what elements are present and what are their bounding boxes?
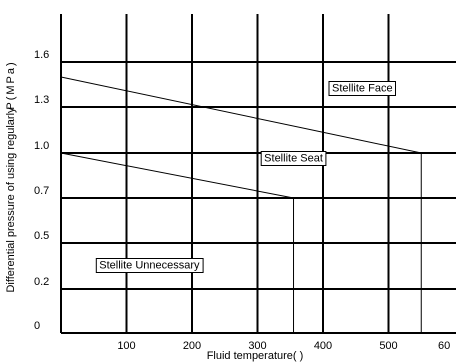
x-tick-label: 400	[314, 340, 332, 352]
region-label-text: Stellite Face	[332, 83, 393, 95]
region-labels: Stellite Face Stellite Seat Stellite Unnec…	[95, 81, 396, 273]
series-line-2	[60, 152, 294, 199]
x-tick-label: 300	[248, 340, 266, 352]
x-tick-label: 200	[183, 340, 201, 352]
x-tick-label: 500	[379, 340, 397, 352]
series-line-1	[60, 76, 422, 154]
y-tick-label: 0	[34, 320, 40, 332]
region-label-text: Stellite Seat	[264, 153, 323, 165]
region-label-box	[328, 81, 396, 96]
x-tick-labels: 100 200 300 400 500 60	[117, 340, 450, 352]
y-tick-label: 0.5	[34, 230, 49, 242]
drop-lines	[293, 153, 422, 333]
y-tick-label: 0.2	[34, 276, 49, 288]
region-label: Stellite Unnecessary	[95, 258, 204, 273]
y-axis-title: Differential pressure of using regularly	[5, 107, 17, 293]
y-tick-label: 0.7	[34, 185, 49, 197]
region-label-text: Stellite Unnecessary	[99, 259, 200, 271]
y-axis-unit: P(MPa)	[5, 60, 17, 109]
y-tick-label: 1.0	[34, 140, 49, 152]
region-label-box	[95, 258, 204, 273]
region-label: Stellite Seat	[260, 151, 327, 166]
region-label-box	[260, 151, 327, 166]
region-label: Stellite Face	[328, 81, 396, 96]
x-axis-title: Fluid temperature( )	[207, 350, 304, 362]
grid	[61, 14, 456, 333]
y-tick-label: 1.6	[34, 49, 49, 61]
series-lines	[60, 76, 422, 199]
y-tick-labels: 0 0.2 0.5 0.7 1.0 1.3 1.6	[34, 49, 49, 332]
x-tick-label: 60	[438, 340, 450, 352]
x-tick-label: 100	[117, 340, 135, 352]
y-tick-label: 1.3	[34, 94, 49, 106]
axes	[60, 14, 456, 334]
